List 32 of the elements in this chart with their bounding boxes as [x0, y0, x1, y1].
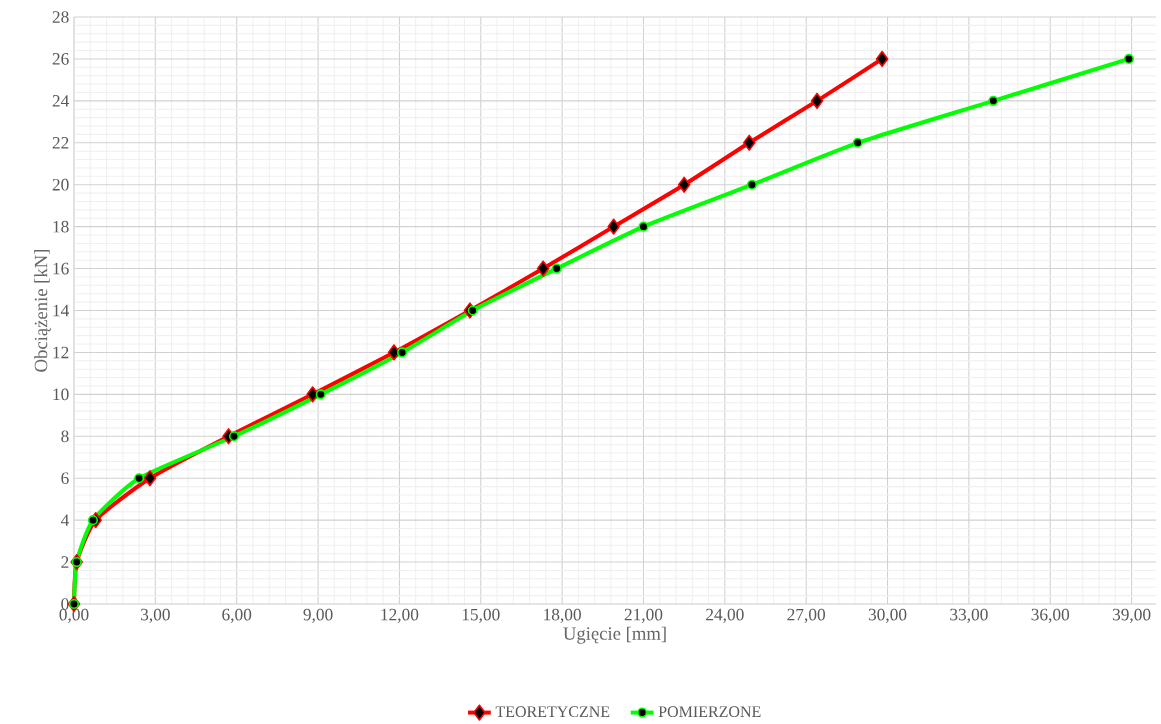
x-tick-label: 33,00 — [950, 608, 988, 623]
y-tick-label: 10 — [53, 388, 69, 401]
x-tick-label: 12,00 — [381, 608, 419, 623]
y-tick-label: 2 — [61, 556, 69, 568]
y-tick-label: 26 — [52, 52, 69, 65]
x-tick-label: 3,00 — [141, 608, 170, 623]
legend-label: TEORETYCZNE — [495, 706, 610, 717]
x-tick-label: 39,00 — [1112, 608, 1151, 623]
y-tick-label: 4 — [60, 514, 70, 526]
x-tick-label: 18,00 — [544, 608, 581, 623]
y-axis-title: Obciążenie [kN] — [34, 249, 51, 372]
x-tick-label: 30,00 — [868, 608, 907, 623]
y-tick-label: 28 — [52, 11, 69, 23]
x-axis-title: Ugięcie [mm] — [563, 626, 666, 644]
y-tick-label: 22 — [52, 136, 69, 149]
x-tick-label: 9,00 — [303, 608, 333, 623]
x-tick-label: 6,00 — [222, 608, 252, 623]
y-tick-label: 24 — [52, 95, 70, 107]
y-tick-label: 12 — [53, 346, 69, 359]
x-tick-label: 15,00 — [462, 608, 500, 623]
x-tick-label: 24,00 — [706, 608, 744, 623]
x-tick-label: 27,00 — [787, 608, 826, 623]
x-tick-label: 21,00 — [624, 608, 663, 623]
x-tick-label: 0,00 — [59, 608, 89, 623]
y-tick-label: 8 — [61, 430, 69, 443]
y-tick-label: 18 — [53, 220, 69, 233]
y-tick-label: 16 — [53, 262, 69, 275]
y-tick-label: 20 — [52, 178, 69, 191]
legend-label: POMIERZONE — [658, 706, 761, 717]
y-tick-label: 6 — [61, 472, 69, 484]
x-tick-label: 36,00 — [1031, 608, 1070, 623]
y-tick-label: 14 — [53, 304, 70, 317]
